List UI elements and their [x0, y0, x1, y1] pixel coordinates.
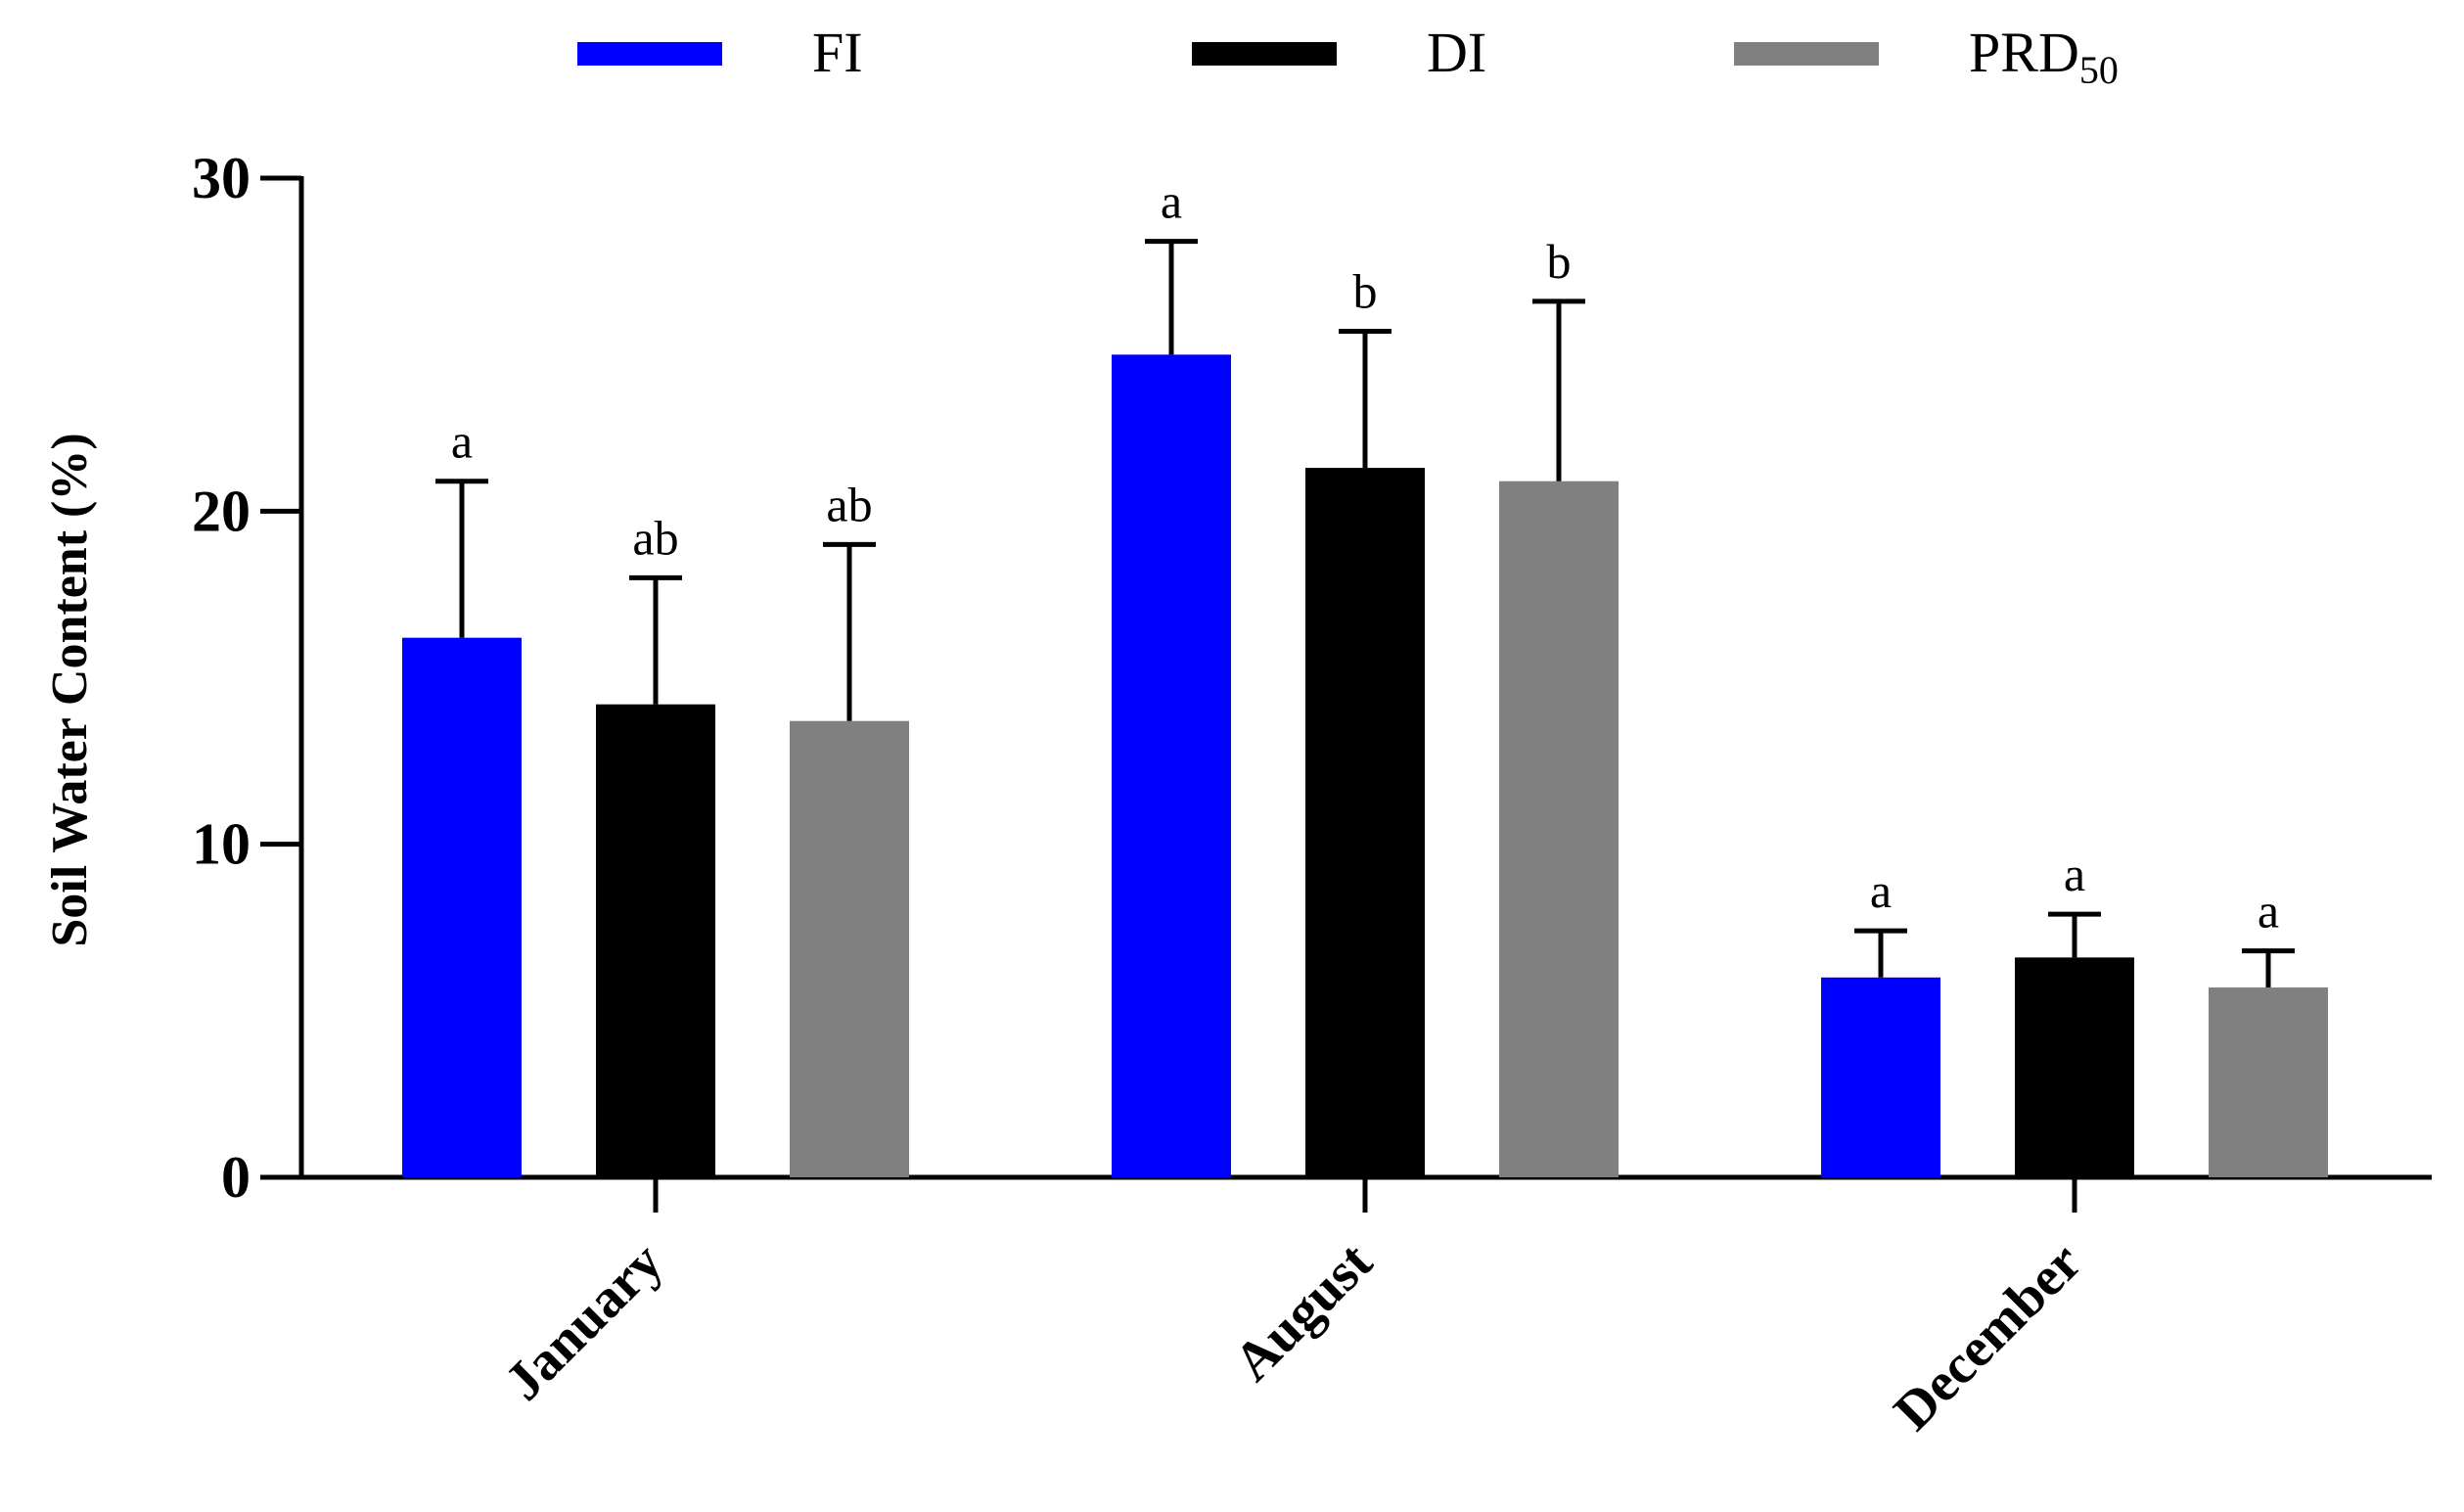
bar-PRD50-August: [1499, 481, 1619, 1177]
legend: FI DI PRD50: [577, 21, 2119, 92]
significance-label: a: [2258, 884, 2279, 939]
significance-label: a: [1161, 174, 1182, 229]
y-axis: 0 10 20 30: [192, 146, 304, 1210]
legend-label-DI: DI: [1427, 21, 1486, 84]
bar-FI-December: [1821, 977, 1940, 1177]
significance-label: b: [1353, 264, 1378, 319]
legend-label-FI: FI: [812, 21, 863, 84]
bar-DI-December: [2015, 957, 2134, 1177]
y-tick-label: 30: [192, 146, 251, 210]
legend-swatch-DI: [1192, 42, 1337, 66]
significance-label: a: [451, 414, 473, 469]
significance-label: a: [2064, 847, 2085, 901]
y-tick-label: 10: [192, 812, 251, 877]
x-category-label: January: [494, 1231, 675, 1412]
significance-label: b: [1547, 234, 1572, 289]
bar-PRD50-December: [2209, 987, 2328, 1177]
y-axis-title: Soil Water Content (%): [42, 433, 98, 946]
y-tick-label: 0: [221, 1145, 251, 1210]
bar-DI-August: [1305, 468, 1425, 1178]
significance-label: ab: [826, 477, 872, 531]
x-axis: January August December: [299, 1174, 2432, 1443]
legend-label-PRD50: PRD50: [1969, 21, 2119, 92]
bar-PRD50-January: [790, 720, 909, 1177]
y-tick-label: 20: [192, 479, 251, 543]
significance-label: ab: [632, 510, 678, 565]
significance-label: a: [1870, 863, 1892, 918]
bar-FI-August: [1112, 354, 1231, 1177]
bar-FI-January: [402, 637, 522, 1177]
x-category-label: August: [1222, 1231, 1384, 1393]
x-category-label: December: [1883, 1231, 2093, 1442]
bars: a a a ab b a ab b a: [402, 174, 2328, 1178]
legend-swatch-FI: [577, 42, 722, 66]
bar-DI-January: [596, 704, 715, 1177]
legend-swatch-PRD50: [1734, 42, 1879, 66]
